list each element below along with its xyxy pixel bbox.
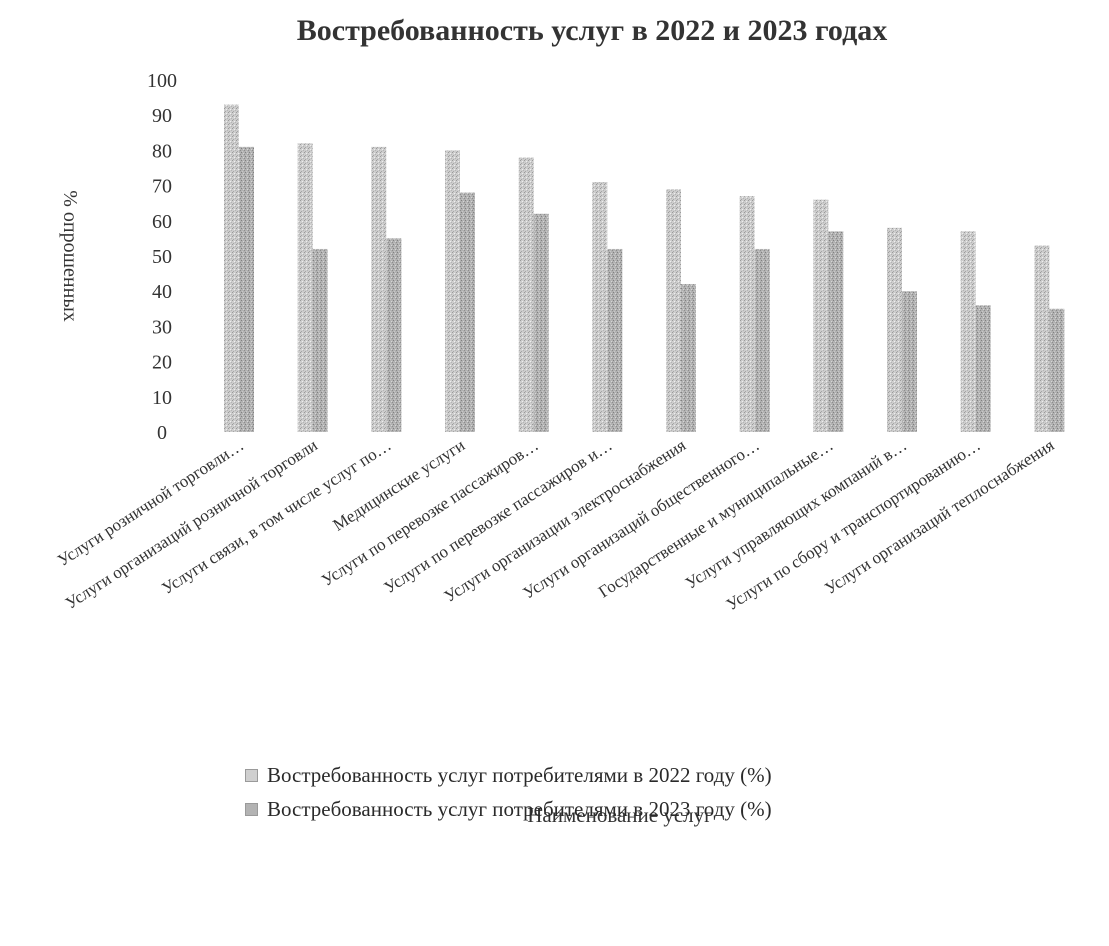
bar-2023 bbox=[533, 213, 549, 432]
y-tick-label: 80 bbox=[152, 140, 172, 162]
chart-title: Востребованность услуг в 2022 и 2023 год… bbox=[297, 14, 888, 47]
y-axis-ticks: 0 10 20 30 40 50 60 70 80 90 100 bbox=[147, 70, 177, 444]
bar-2023 bbox=[460, 192, 475, 432]
bar-2023 bbox=[828, 231, 844, 432]
legend-label-2023: Востребованность услуг потребителями в 2… bbox=[267, 796, 772, 821]
legend-swatch-2023 bbox=[245, 802, 258, 816]
bar-2023 bbox=[239, 146, 254, 432]
bar-2022 bbox=[1034, 245, 1050, 432]
bar-2023 bbox=[975, 305, 991, 432]
legend-item-2023: Востребованность услуг потребителями в 2… bbox=[245, 792, 772, 826]
bar-2023 bbox=[607, 248, 623, 432]
bar-2023 bbox=[681, 284, 696, 432]
bar-2022 bbox=[592, 182, 608, 432]
y-tick-label: 100 bbox=[147, 70, 177, 92]
y-tick-label: 40 bbox=[152, 281, 172, 303]
y-tick-label: 70 bbox=[152, 176, 172, 198]
bar-2023 bbox=[312, 248, 328, 432]
legend: Востребованность услуг потребителями в 2… bbox=[245, 758, 772, 826]
bar-2022 bbox=[739, 196, 755, 432]
y-tick-label: 60 bbox=[152, 211, 172, 233]
x-axis-label: Наименование услуг bbox=[527, 803, 713, 827]
legend-swatch-2022 bbox=[245, 768, 258, 782]
y-tick-label: 20 bbox=[152, 352, 172, 374]
y-axis-label: % опрошенных bbox=[59, 190, 81, 321]
bar-2022 bbox=[887, 227, 902, 432]
bar-2022 bbox=[371, 146, 387, 432]
bar-2022 bbox=[445, 150, 460, 432]
x-tick-label: Медицинские услуги bbox=[329, 435, 468, 534]
y-tick-label: 50 bbox=[152, 246, 172, 268]
legend-item-2022: Востребованность услуг потребителями в 2… bbox=[245, 758, 772, 792]
bar-2023 bbox=[386, 238, 402, 432]
legend-label-2022: Востребованность услуг потребителями в 2… bbox=[267, 762, 772, 787]
bar-2022 bbox=[960, 231, 976, 432]
bar-2022 bbox=[813, 199, 829, 432]
bar-2023 bbox=[902, 291, 917, 432]
bar-2023 bbox=[754, 248, 770, 432]
bar-2022 bbox=[297, 143, 313, 433]
x-axis-ticks: Услуги розничной торговли…Услуги организ… bbox=[54, 435, 1058, 614]
bar-2022 bbox=[518, 157, 534, 432]
bar-2023 bbox=[1049, 308, 1065, 432]
y-tick-label: 10 bbox=[152, 387, 172, 409]
bar-2022 bbox=[666, 189, 681, 432]
y-tick-label: 90 bbox=[152, 105, 172, 127]
y-tick-label: 30 bbox=[152, 316, 172, 338]
bar-2022 bbox=[224, 104, 239, 432]
y-tick-label: 0 bbox=[157, 422, 167, 444]
bars bbox=[224, 104, 1065, 433]
